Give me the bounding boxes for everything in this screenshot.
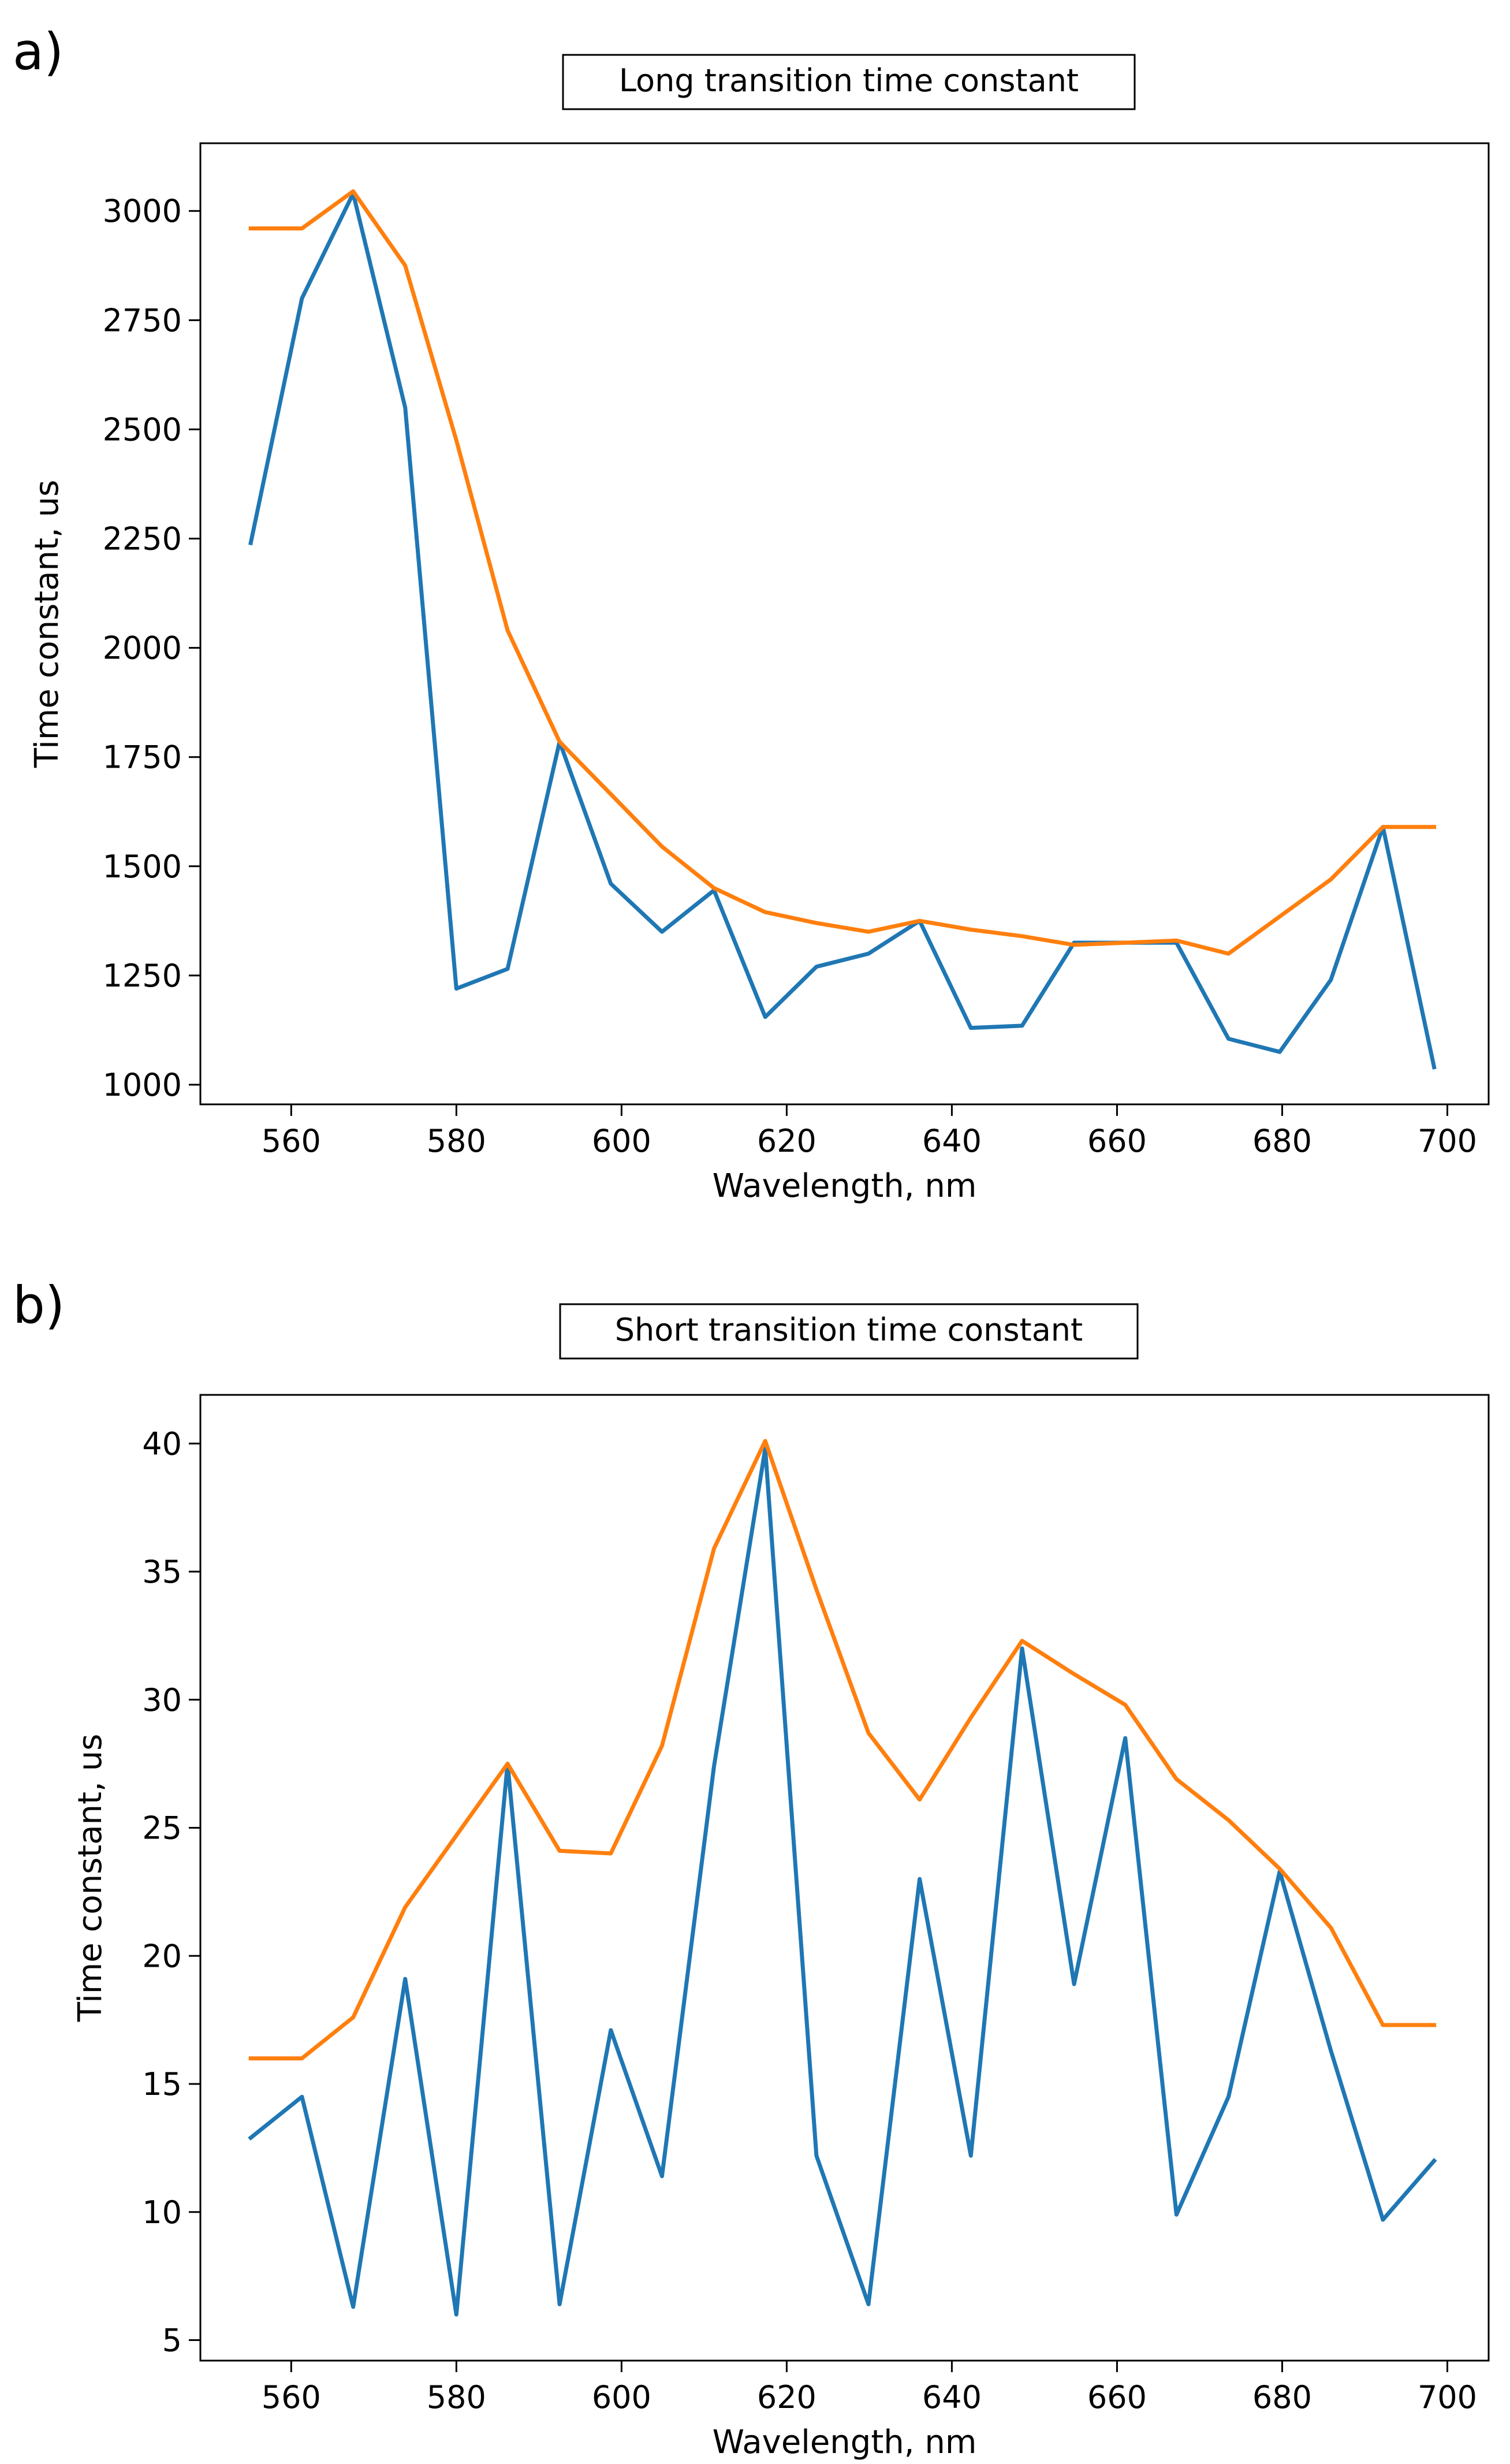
x-tick-label: 580 bbox=[427, 2379, 486, 2415]
x-tick-label: 620 bbox=[757, 1123, 816, 1159]
panel-label: a) bbox=[13, 22, 64, 81]
y-tick-label: 1750 bbox=[103, 739, 182, 776]
x-tick-label: 560 bbox=[262, 1123, 321, 1159]
y-axis-label: Time constant, us bbox=[72, 1734, 109, 2023]
y-tick-label: 35 bbox=[142, 1554, 182, 1590]
x-tick-label: 700 bbox=[1418, 1123, 1477, 1159]
x-axis-label: Wavelength, nm bbox=[713, 2424, 977, 2461]
x-tick-label: 680 bbox=[1252, 2379, 1312, 2415]
series-line-envelope bbox=[248, 1439, 1437, 2061]
panel-a: a) Long transition time constant 560 580 600… bbox=[13, 22, 1490, 1205]
x-tick-label: 560 bbox=[262, 2379, 321, 2415]
chart-title: Long transition time constant bbox=[619, 62, 1079, 99]
y-tick-label: 40 bbox=[142, 1425, 182, 1462]
y-tick-label: 2500 bbox=[103, 411, 182, 448]
y-tick-label: 2250 bbox=[103, 521, 182, 557]
y-tick-label: 10 bbox=[142, 2194, 182, 2231]
y-tick-label: 30 bbox=[142, 1682, 182, 1718]
y-axis-label: Time constant, us bbox=[28, 480, 66, 769]
panel-label: b) bbox=[13, 1275, 65, 1335]
y-tick-label: 3000 bbox=[103, 193, 182, 229]
x-tick-label: 660 bbox=[1087, 1123, 1147, 1159]
series-line-measured bbox=[248, 1446, 1437, 2317]
y-tick-label: 2750 bbox=[103, 302, 182, 338]
y-tick-label: 25 bbox=[142, 1810, 182, 1847]
x-tick-label: 640 bbox=[922, 2379, 982, 2415]
plot-frame bbox=[199, 1394, 1490, 2362]
x-tick-label: 640 bbox=[922, 1123, 982, 1159]
x-tick-label: 700 bbox=[1418, 2379, 1477, 2415]
x-tick-label: 600 bbox=[592, 1123, 651, 1159]
y-tick-label: 2000 bbox=[103, 630, 182, 667]
series-line-envelope bbox=[248, 189, 1437, 956]
x-tick-label: 680 bbox=[1252, 1123, 1312, 1159]
y-tick-label: 5 bbox=[162, 2322, 182, 2359]
x-tick-label: 580 bbox=[427, 1123, 486, 1159]
y-tick-label: 20 bbox=[142, 1938, 182, 1974]
y-tick-label: 1250 bbox=[103, 958, 182, 994]
x-tick-label: 620 bbox=[757, 2379, 816, 2415]
y-tick-label: 1500 bbox=[103, 848, 182, 885]
x-tick-label: 600 bbox=[592, 2379, 651, 2415]
chart-title-box bbox=[559, 1303, 1139, 1360]
y-tick-label: 1000 bbox=[103, 1067, 182, 1103]
x-tick-label: 660 bbox=[1087, 2379, 1147, 2415]
panel-b: b) Short transition time constant 560 580 60… bbox=[13, 1275, 1490, 2461]
y-tick-label: 15 bbox=[142, 2066, 182, 2102]
x-axis-label: Wavelength, nm bbox=[713, 1167, 977, 1205]
series-line-measured bbox=[248, 191, 1437, 1070]
plot-frame bbox=[199, 142, 1490, 1106]
chart-title-box bbox=[562, 54, 1136, 110]
chart-title: Short transition time constant bbox=[615, 1312, 1083, 1348]
